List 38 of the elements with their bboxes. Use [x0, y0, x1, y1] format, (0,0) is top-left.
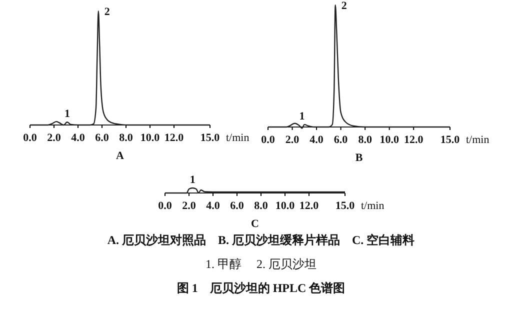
x-tick-label: 15.0: [335, 200, 356, 212]
x-tick-label: 4.0: [310, 134, 324, 146]
x-tick-label: 2.0: [285, 134, 300, 146]
x-tick-label: 4.0: [71, 132, 86, 144]
x-tick-label: 0.0: [23, 132, 38, 144]
x-tick-label: 12.0: [404, 134, 424, 146]
x-tick-label: 6.0: [230, 200, 244, 212]
x-tick-label: 8.0: [119, 132, 134, 144]
x-tick-label: 10.0: [140, 132, 160, 144]
x-tick-label: 2.0: [47, 132, 62, 144]
x-tick-label: 6.0: [95, 132, 110, 144]
x-tick-label: 0.0: [158, 200, 172, 212]
x-tick-label: 8.0: [358, 134, 372, 146]
x-axis-title: t/min: [226, 132, 250, 144]
caption: 图 1 厄贝沙坦的 HPLC 色谱图: [176, 281, 346, 295]
text: A. 厄贝沙坦对照品 B. 厄贝沙坦缓释片样品 C. 空白辅料: [107, 233, 415, 247]
annotation: 1: [190, 174, 196, 186]
x-tick-label: 12.0: [299, 200, 320, 212]
x-axis-title: t/min: [466, 134, 490, 146]
text: B: [355, 152, 364, 164]
x-tick-label: 6.0: [334, 134, 348, 146]
text: 1. 甲醇 2. 厄贝沙坦: [206, 257, 316, 271]
x-tick-label: 2.0: [182, 200, 196, 212]
text: A: [116, 150, 124, 162]
x-tick-label: 15.0: [440, 134, 460, 146]
x-tick-label: 15.0: [200, 132, 220, 144]
annotation: 1: [299, 110, 305, 123]
x-tick-label: 10.0: [380, 134, 400, 146]
x-tick-label: 4.0: [206, 200, 220, 212]
x-tick-label: 12.0: [164, 132, 184, 144]
annotation: 2: [104, 6, 110, 18]
annotation: 2: [341, 0, 348, 12]
x-tick-label: 10.0: [275, 200, 296, 212]
annotation: 1: [64, 108, 70, 120]
text: C: [251, 218, 260, 230]
x-tick-label: 0.0: [261, 134, 276, 146]
x-axis-title: t/min: [361, 200, 385, 212]
x-tick-label: 8.0: [254, 200, 268, 212]
